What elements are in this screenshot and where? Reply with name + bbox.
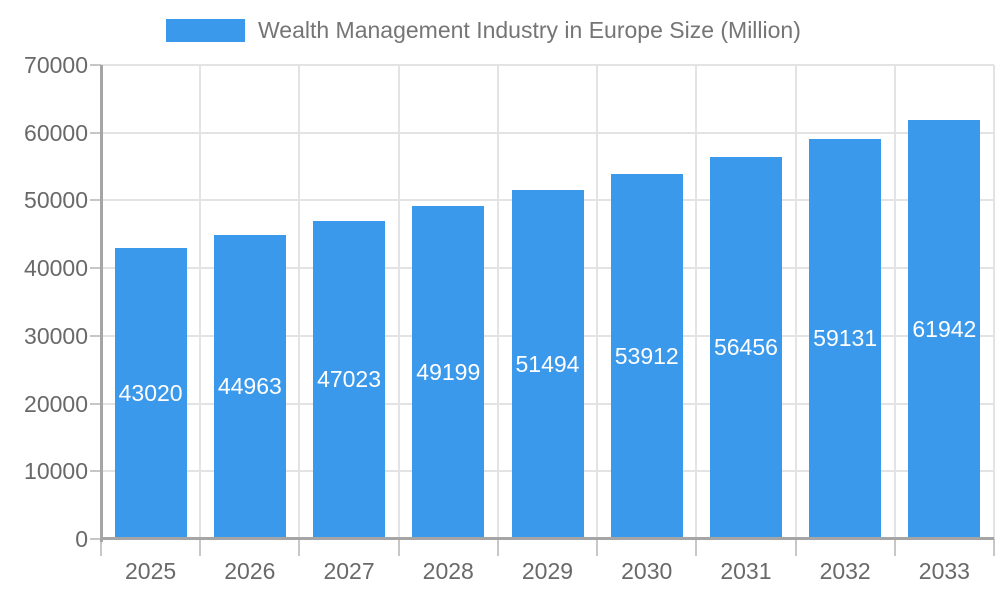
legend-label: Wealth Management Industry in Europe Siz… <box>258 17 801 43</box>
bar-value-label: 44963 <box>217 373 282 400</box>
legend-item[interactable]: Wealth Management Industry in Europe Siz… <box>166 17 801 44</box>
y-axis-label: 10000 <box>24 458 88 485</box>
bar-value-label: 51494 <box>515 351 580 378</box>
x-axis-tick <box>993 539 995 556</box>
bar[interactable]: 59131 <box>809 138 882 539</box>
x-axis-line <box>101 537 994 540</box>
plot-area: 0 10000 20000 30000 40000 50000 60000 70000 4302… <box>24 52 995 584</box>
gridline-v <box>893 65 896 539</box>
legend-swatch <box>166 19 245 42</box>
x-axis-label: 2029 <box>521 558 574 584</box>
gridline-v <box>596 65 599 539</box>
gridline-v <box>298 65 301 539</box>
y-axis-tick <box>90 64 101 66</box>
bar-value-label: 43020 <box>118 379 183 406</box>
gridline-v <box>993 65 995 539</box>
bar-value-label: 49199 <box>416 358 481 385</box>
bar[interactable]: 53912 <box>610 173 683 539</box>
y-axis-label: 30000 <box>24 322 88 349</box>
y-axis-tick <box>90 199 101 202</box>
x-axis-tick <box>199 539 202 556</box>
bar-value-label: 47023 <box>317 366 382 393</box>
bar[interactable]: 47023 <box>313 220 386 539</box>
x-axis-tick <box>298 539 301 556</box>
x-axis-tick <box>397 539 400 556</box>
gridline-v <box>496 65 499 539</box>
gridline-h <box>101 64 994 66</box>
bar[interactable]: 49199 <box>412 205 485 539</box>
bar[interactable]: 51494 <box>511 190 584 539</box>
y-axis-label: 70000 <box>24 52 88 78</box>
x-axis-label: 2033 <box>918 558 970 584</box>
x-axis-label: 2025 <box>125 558 177 584</box>
y-axis-label: 60000 <box>24 119 88 146</box>
x-axis-tick <box>695 539 698 556</box>
bar[interactable]: 43020 <box>114 247 187 539</box>
bar-value-label: 59131 <box>813 325 878 352</box>
bar-value-label: 56456 <box>713 334 778 361</box>
gridline-v <box>397 65 400 539</box>
x-axis-label: 2026 <box>224 558 276 584</box>
gridline-h <box>101 131 994 134</box>
x-axis-label: 2028 <box>422 558 474 584</box>
y-axis-label: 50000 <box>24 187 88 214</box>
bar[interactable]: 61942 <box>908 119 981 539</box>
x-axis-tick <box>100 539 102 556</box>
x-axis-label: 2027 <box>323 558 375 584</box>
gridline-v <box>794 65 797 539</box>
x-axis-label: 2032 <box>819 558 871 584</box>
gridline-v <box>695 65 698 539</box>
x-axis-label: 2030 <box>621 558 673 584</box>
y-axis-line <box>100 65 103 542</box>
bar-value-label: 61942 <box>912 315 977 342</box>
x-axis-tick <box>893 539 896 556</box>
x-axis-tick <box>496 539 499 556</box>
y-axis-tick <box>90 267 101 270</box>
y-axis-label: 0 <box>75 526 88 552</box>
y-axis-tick <box>90 334 101 337</box>
bar[interactable]: 44963 <box>213 234 286 539</box>
y-axis-tick <box>90 402 101 405</box>
bar-value-label: 53912 <box>614 342 679 369</box>
bar[interactable]: 56456 <box>709 156 782 539</box>
y-axis-label: 40000 <box>24 255 88 282</box>
y-axis-tick <box>90 470 101 473</box>
y-axis-label: 20000 <box>24 390 88 417</box>
x-axis-tick <box>794 539 797 556</box>
gridline-v <box>199 65 202 539</box>
y-axis-tick <box>90 131 101 134</box>
x-axis-label: 2031 <box>720 558 772 584</box>
x-axis-tick <box>596 539 599 556</box>
y-axis-tick <box>90 538 101 540</box>
